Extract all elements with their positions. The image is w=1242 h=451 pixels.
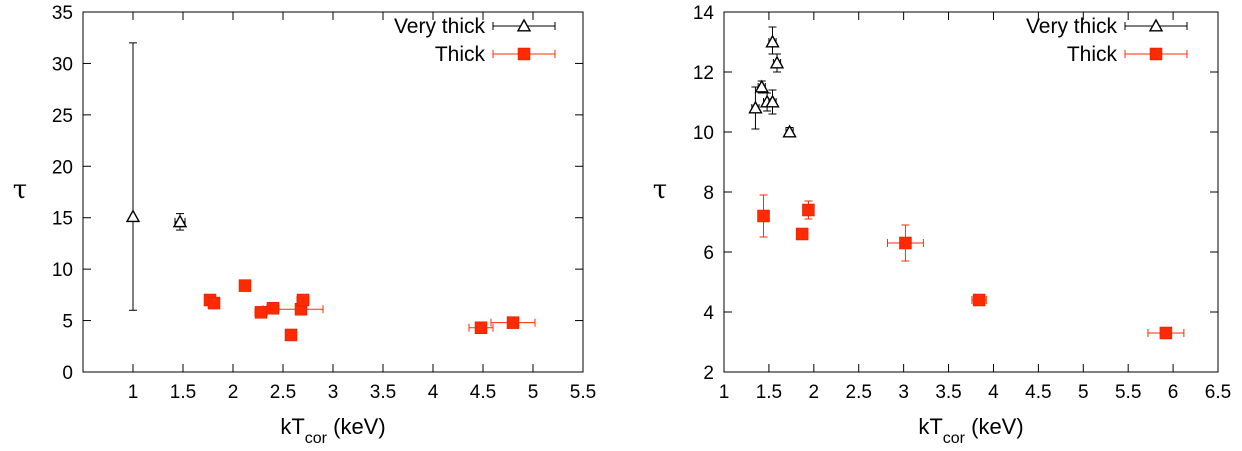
x-tick-label: 2.5 bbox=[270, 382, 296, 403]
y-axis-label: τ bbox=[653, 175, 667, 205]
data-point-very-thick bbox=[1150, 20, 1162, 31]
data-point-very-thick bbox=[767, 36, 779, 47]
x-tick-label: 5 bbox=[1078, 382, 1089, 403]
y-axis-label: τ bbox=[13, 175, 27, 205]
chart-panel-1: 1 1.5 2 2.5 3 3.5 4 4.5 5 5.5 0 5 10 15 20 25 30 35 kTcor … bbox=[13, 3, 596, 447]
x-axis-label: kTcor (keV) bbox=[280, 414, 385, 447]
y-tick-label: 4 bbox=[703, 303, 714, 324]
x-tick-label: 6.5 bbox=[1205, 382, 1231, 403]
legend-label: Very thick bbox=[1026, 15, 1118, 38]
y-tick-label: 8 bbox=[703, 183, 714, 204]
x-tick-label: 1 bbox=[128, 382, 139, 403]
x-tick-label: 1 bbox=[719, 382, 730, 403]
data-point-thick bbox=[518, 48, 530, 60]
y-tick-label: 30 bbox=[52, 54, 73, 75]
data-point-thick bbox=[796, 228, 808, 240]
y-tick-label: 14 bbox=[693, 3, 715, 24]
data-point-very-thick bbox=[127, 211, 139, 222]
legend: Very thick Thick bbox=[1026, 15, 1187, 66]
x-tick-label: 3.5 bbox=[370, 382, 396, 403]
x-tick-label: 2 bbox=[809, 382, 820, 403]
data-point-thick bbox=[475, 322, 487, 334]
legend: Very thick Thick bbox=[394, 15, 555, 66]
data-point-thick bbox=[208, 297, 220, 309]
legend-label: Thick bbox=[435, 43, 486, 66]
data-point-very-thick bbox=[174, 216, 186, 227]
x-tick-label: 5 bbox=[528, 382, 539, 403]
series-very-thick bbox=[749, 27, 795, 137]
data-point-thick bbox=[1160, 327, 1172, 339]
data-point-thick bbox=[297, 294, 309, 306]
data-point-very-thick bbox=[771, 57, 783, 68]
data-point-thick bbox=[758, 210, 770, 222]
series-thick bbox=[758, 195, 1184, 339]
data-point-thick bbox=[973, 294, 985, 306]
x-tick-label: 2.5 bbox=[846, 382, 872, 403]
y-tick-label: 2 bbox=[703, 363, 714, 384]
data-point-very-thick bbox=[784, 126, 796, 137]
chart-panel-2: 1 1.5 2 2.5 3 3.5 4 4.5 5 5.5 6 6.5 2 4 6 8 10 12 14 kTcor … bbox=[653, 3, 1231, 447]
x-tick-label: 3.5 bbox=[935, 382, 961, 403]
legend-label: Thick bbox=[1067, 43, 1118, 66]
x-tick-label: 4 bbox=[988, 382, 999, 403]
plot-frame bbox=[724, 12, 1218, 372]
data-point-thick bbox=[802, 204, 814, 216]
y-tick-label: 0 bbox=[62, 363, 73, 384]
x-tick-label: 6 bbox=[1168, 382, 1179, 403]
y-tick-label: 20 bbox=[52, 157, 73, 178]
series-very-thick bbox=[127, 43, 186, 310]
data-point-very-thick bbox=[749, 102, 761, 113]
y-tick-label: 5 bbox=[62, 312, 73, 333]
x-tick-label: 1.5 bbox=[170, 382, 196, 403]
x-tick-label: 3 bbox=[328, 382, 339, 403]
x-tick-label: 5.5 bbox=[570, 382, 596, 403]
data-point-thick bbox=[267, 302, 279, 314]
y-tick-label: 10 bbox=[52, 260, 73, 281]
x-tick-label: 4 bbox=[428, 382, 439, 403]
data-point-thick bbox=[1150, 48, 1162, 60]
data-point-thick bbox=[899, 237, 911, 249]
x-tick-label: 5.5 bbox=[1115, 382, 1141, 403]
y-tick-label: 25 bbox=[52, 106, 73, 127]
legend-label: Very thick bbox=[394, 15, 486, 38]
x-axis-label: kTcor (keV) bbox=[918, 414, 1023, 447]
data-point-thick bbox=[507, 317, 519, 329]
series-thick bbox=[204, 280, 535, 341]
x-tick-label: 3 bbox=[898, 382, 909, 403]
y-tick-label: 15 bbox=[52, 209, 73, 230]
data-point-thick bbox=[285, 329, 297, 341]
data-point-thick bbox=[255, 306, 267, 318]
y-tick-label: 35 bbox=[52, 3, 73, 24]
y-tick-label: 6 bbox=[703, 243, 714, 264]
data-point-thick bbox=[239, 280, 251, 292]
x-tick-label: 4.5 bbox=[470, 382, 496, 403]
x-tick-label: 2 bbox=[228, 382, 239, 403]
x-tick-label: 1.5 bbox=[756, 382, 782, 403]
data-point-very-thick bbox=[756, 81, 768, 92]
y-tick-label: 10 bbox=[693, 123, 714, 144]
y-tick-label: 12 bbox=[693, 63, 714, 84]
x-tick-label: 4.5 bbox=[1025, 382, 1051, 403]
data-point-very-thick bbox=[518, 20, 530, 31]
